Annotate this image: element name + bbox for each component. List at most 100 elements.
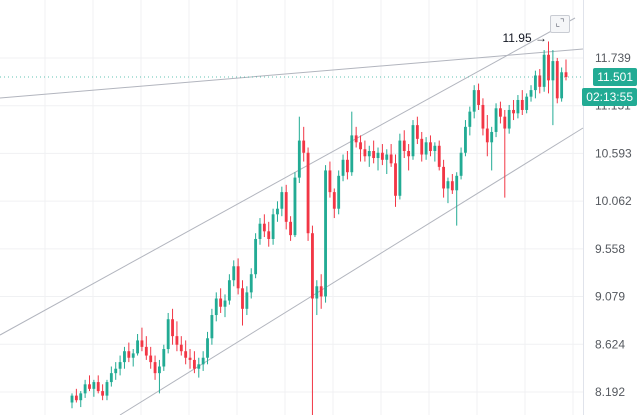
candle-body: [376, 152, 380, 159]
candle-body: [472, 90, 476, 112]
candle-body: [455, 175, 459, 191]
candle-body: [245, 292, 249, 309]
candle-body: [538, 75, 542, 87]
candle-body: [88, 384, 91, 389]
candle-body: [433, 145, 437, 152]
candle-body: [507, 109, 511, 129]
candle-body: [206, 338, 209, 358]
candle-body: [315, 286, 319, 299]
countdown-timer-tag: 02:13:55: [582, 88, 637, 107]
candle-body: [297, 140, 301, 178]
candle-body: [232, 266, 236, 281]
candle-body: [127, 351, 131, 358]
candle-body: [109, 373, 113, 383]
candle-body: [459, 152, 463, 176]
candle-body: [398, 140, 402, 196]
candle-body: [319, 286, 323, 297]
candle-body: [114, 368, 118, 374]
candle-body: [547, 54, 550, 81]
candle-body: [188, 357, 192, 360]
candle-body: [140, 340, 144, 347]
candle-body: [262, 223, 266, 232]
candle-body: [332, 192, 336, 209]
candle-body: [529, 90, 533, 97]
candle-body: [166, 319, 170, 350]
candle-body: [367, 151, 371, 157]
candle-body: [70, 395, 74, 403]
price-axis-tick-label: 9.079: [595, 290, 625, 304]
candle-body: [258, 223, 262, 239]
candle-body: [337, 175, 341, 209]
candle-body: [503, 116, 507, 129]
candle-body: [227, 280, 231, 301]
candle-body: [564, 72, 568, 78]
candle-body: [311, 233, 314, 299]
price-axis-tick-label: 10.062: [595, 194, 632, 208]
candle-body: [420, 138, 424, 155]
collapse-icon[interactable]: ⌞⌝: [550, 15, 570, 33]
candle-body: [83, 384, 87, 394]
candle-body: [516, 99, 520, 114]
candle-body: [363, 149, 367, 157]
last-price-tag: 11.501: [593, 68, 637, 87]
candle-body: [437, 145, 441, 167]
candle-body: [407, 151, 411, 157]
candle-body: [153, 362, 157, 374]
candle-body: [542, 54, 546, 87]
candle-body: [385, 154, 389, 160]
candle-body: [254, 238, 258, 275]
candle-body: [74, 395, 78, 401]
candle-body: [468, 111, 472, 127]
candle-body: [429, 142, 432, 152]
candle-body: [223, 300, 227, 307]
trend-line: [0, 48, 584, 99]
candle-body: [105, 382, 109, 396]
candle-body: [415, 125, 419, 139]
candle-body: [306, 152, 310, 234]
candle-body: [118, 362, 122, 369]
candle-body: [551, 61, 555, 81]
candle-body: [341, 159, 345, 176]
candle-body: [499, 108, 502, 117]
candle-body: [101, 391, 105, 396]
candle-body: [560, 72, 564, 99]
price-axis-tick-label: 8.624: [595, 337, 625, 351]
candle-body: [555, 61, 559, 99]
candle-body: [380, 152, 384, 160]
candle-body: [464, 126, 467, 153]
candle-body: [249, 274, 253, 293]
candle-body: [276, 208, 279, 215]
candle-body: [184, 351, 188, 358]
candle-body: [171, 319, 174, 337]
candle-body: [512, 109, 515, 114]
candle-body: [354, 135, 358, 143]
candle-body: [533, 75, 537, 91]
candle-body: [424, 142, 428, 155]
candle-body: [302, 140, 306, 153]
candle-body: [394, 163, 397, 196]
candle-body: [324, 170, 327, 297]
candle-body: [79, 393, 83, 401]
candle-body: [284, 192, 288, 222]
candle-body: [241, 288, 244, 309]
candle-body: [201, 357, 205, 365]
candle-body: [328, 170, 332, 193]
candle-body: [131, 353, 135, 358]
candle-body: [525, 96, 529, 110]
trend-line: [0, 17, 576, 336]
candle-body: [92, 382, 96, 389]
candle-body: [136, 340, 139, 354]
session-high-annotation: 11.95 →: [502, 31, 547, 46]
candle-body: [175, 336, 179, 345]
candle-body: [158, 366, 161, 374]
candle-body: [214, 298, 218, 316]
candle-body: [192, 359, 196, 369]
candle-body: [411, 125, 415, 157]
candle-body: [485, 128, 489, 143]
price-axis-tick-label: 8.192: [595, 385, 625, 399]
candle-body: [219, 298, 223, 307]
candle-body: [144, 346, 148, 356]
candle-body: [293, 177, 297, 236]
